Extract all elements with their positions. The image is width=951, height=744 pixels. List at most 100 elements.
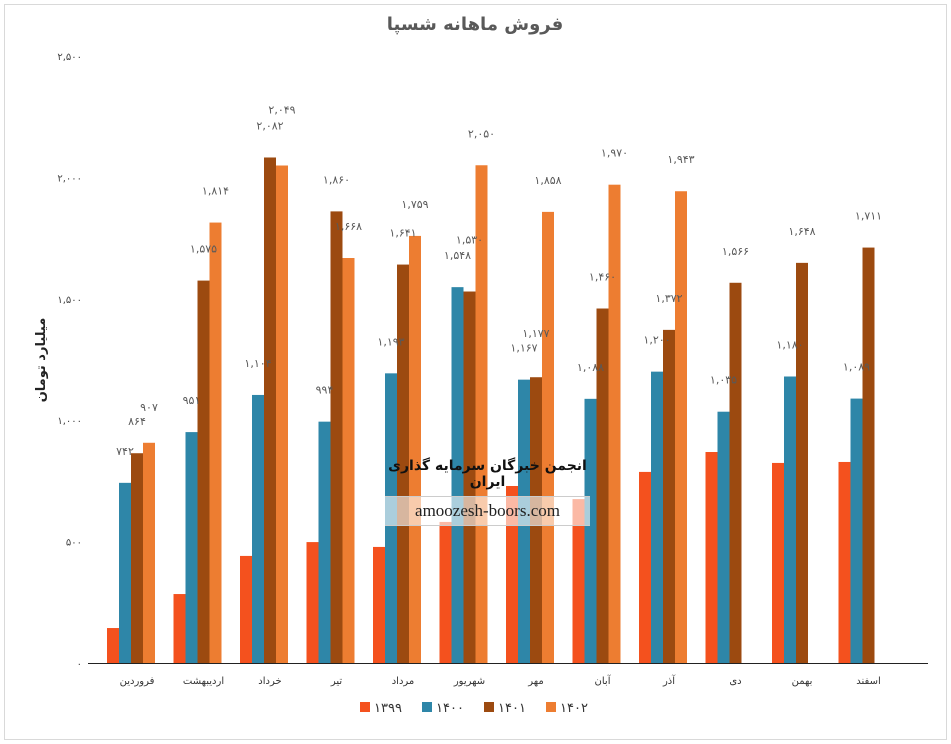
y-tick-label: ۲,۰۰۰ <box>57 173 82 184</box>
x-tick-label: آذر <box>662 674 676 687</box>
watermark: انجمن خبرگان سرمایه گذاری ایران amoozesh… <box>385 458 590 526</box>
data-label: ۱,۸۵۸ <box>534 174 561 187</box>
bar-۱۴۰۱ <box>862 247 875 663</box>
bar-۱۴۰۰ <box>252 394 264 663</box>
bar-۱۴۰۱ <box>131 453 143 663</box>
bar-۱۴۰۱ <box>596 308 609 663</box>
x-tick-label: اسفند <box>856 676 880 687</box>
bar-۱۳۹۹ <box>173 594 186 663</box>
data-label: ۱,۴۶۰ <box>589 271 616 284</box>
x-tick-label: آبان <box>595 674 612 687</box>
x-tick-label: مرداد <box>392 676 415 687</box>
bar-۱۳۹۹ <box>705 452 718 663</box>
data-label: ۲,۰۵۰ <box>468 127 495 140</box>
data-label: ۱,۶۴۱ <box>389 227 416 240</box>
y-tick-label: ۱,۰۰۰ <box>57 416 82 427</box>
legend-label: ۱۴۰۰ <box>436 701 464 716</box>
bar-۱۴۰۲ <box>409 235 421 663</box>
data-label: ۱,۵۴۸ <box>444 249 471 262</box>
bar-۱۳۹۹ <box>306 542 319 663</box>
data-label: ۱,۵۷۵ <box>190 243 217 256</box>
bar-۱۳۹۹ <box>373 546 385 663</box>
bar-۱۴۰۱ <box>330 211 343 663</box>
bar-۱۳۹۹ <box>838 461 851 663</box>
data-label: ۱,۸۶۰ <box>323 173 350 186</box>
bar-۱۴۰۱ <box>663 329 675 663</box>
data-label: ۱,۰۸۹ <box>843 361 870 374</box>
bar-۱۴۰۰ <box>784 376 796 663</box>
bar-۱۴۰۰ <box>850 398 863 663</box>
bar-۱۴۰۰ <box>119 482 131 663</box>
data-label: ۱,۳۷۲ <box>655 292 682 305</box>
legend-label: ۱۳۹۹ <box>374 701 402 716</box>
bar-۱۳۹۹ <box>506 485 518 663</box>
legend-swatch <box>360 702 370 712</box>
legend-swatch <box>484 702 494 712</box>
data-label: ۱,۱۰۴ <box>244 357 271 370</box>
x-tick-label: اردیبهشت <box>183 676 224 687</box>
bar-۱۳۹۹ <box>439 521 452 663</box>
chart-title: فروش ماهانه شسپا <box>387 14 563 35</box>
bar-۱۴۰۰ <box>451 287 464 663</box>
data-label: ۲,۰۴۹ <box>268 104 295 117</box>
bar-۱۴۰۲ <box>608 184 621 663</box>
data-label: ۱,۱۷۷ <box>522 327 549 340</box>
data-label: ۱,۱۶۷ <box>510 342 537 355</box>
data-label: ۱,۲۰۰ <box>643 334 670 347</box>
x-tick-label: فروردین <box>120 676 155 687</box>
data-label: ۸۶۴ <box>128 415 146 428</box>
x-tick-label: مهر <box>527 676 543 687</box>
data-label: ۱,۹۷۰ <box>601 147 628 160</box>
data-label: ۱,۵۶۶ <box>722 245 749 258</box>
data-label: ۱,۶۴۸ <box>788 225 815 238</box>
bar-۱۴۰۲ <box>475 165 488 663</box>
bar-۱۴۰۰ <box>584 398 597 663</box>
bar-۱۳۹۹ <box>772 462 784 663</box>
data-label: ۱,۷۱۱ <box>855 210 882 223</box>
data-label: ۷۴۲ <box>116 445 134 458</box>
bar-۱۳۹۹ <box>639 471 651 663</box>
y-axis-label: میلیارد تومان <box>34 318 49 403</box>
legend-label: ۱۴۰۱ <box>498 701 526 716</box>
x-tick-label: بهمن <box>792 676 813 687</box>
legend-label: ۱۴۰۲ <box>560 701 588 716</box>
x-tick-label: تیر <box>330 676 343 687</box>
data-label: ۱,۹۴۳ <box>667 153 694 166</box>
watermark-org: انجمن خبرگان سرمایه گذاری ایران <box>388 458 587 490</box>
y-tick-label: ۲,۵۰۰ <box>57 52 82 63</box>
y-tick-label: ۰ <box>77 659 82 670</box>
data-label: ۱,۸۱۴ <box>202 185 229 198</box>
bar-۱۳۹۹ <box>107 628 119 663</box>
bar-۱۴۰۲ <box>342 258 355 663</box>
bar-۱۳۹۹ <box>572 499 585 663</box>
bar-۱۴۰۰ <box>651 371 663 663</box>
data-label: ۲,۰۸۲ <box>256 119 283 132</box>
bar-۱۴۰۲ <box>209 222 222 664</box>
bar-۱۴۰۱ <box>197 280 210 663</box>
bar-۱۴۰۱ <box>463 291 476 663</box>
data-label: ۹۰۷ <box>140 401 158 414</box>
bar-۱۴۰۲ <box>675 191 687 663</box>
data-label: ۹۵۱ <box>183 394 201 407</box>
bar-۱۴۰۱ <box>397 264 409 663</box>
watermark-site: amoozesh-boors.com <box>385 496 590 526</box>
data-label: ۱,۱۹۳ <box>377 335 404 348</box>
bar-۱۴۰۰ <box>318 421 331 663</box>
data-label: ۱,۰۳۵ <box>710 374 737 387</box>
bar-۱۴۰۱ <box>729 282 742 663</box>
bar-۱۴۰۱ <box>796 262 808 663</box>
data-label: ۱,۷۵۹ <box>401 198 428 211</box>
data-label: ۹۹۴ <box>316 384 334 397</box>
data-label: ۱,۶۶۸ <box>335 220 362 233</box>
bar-۱۳۹۹ <box>240 555 252 663</box>
legend-swatch <box>422 702 432 712</box>
bar-۱۴۰۰ <box>185 432 198 663</box>
data-label: ۱,۱۸۰ <box>776 338 803 351</box>
y-tick-label: ۵۰۰ <box>66 538 82 549</box>
bar-۱۴۰۲ <box>542 211 554 663</box>
bar-۱۴۰۰ <box>717 411 730 663</box>
legend-swatch <box>546 702 556 712</box>
bar-۱۴۰۲ <box>276 165 288 663</box>
x-tick-label: خرداد <box>258 676 281 687</box>
